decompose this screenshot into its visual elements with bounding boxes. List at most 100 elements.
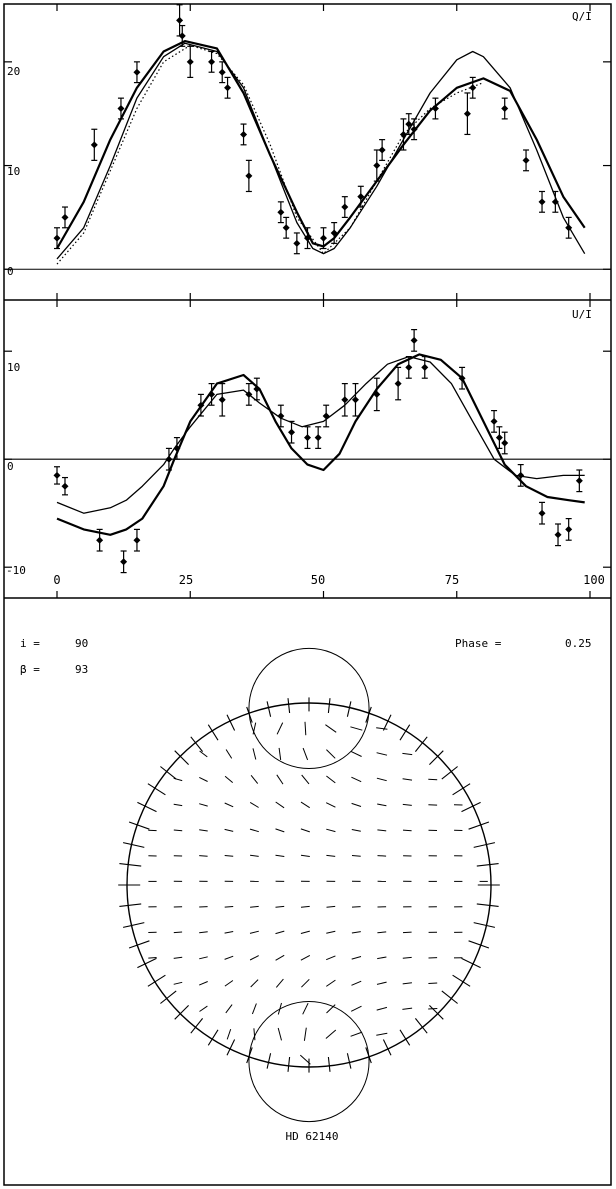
- ui-data-point-30: [554, 523, 562, 547]
- limb-vector-49: [429, 750, 444, 765]
- magnetic-pole-north: [248, 647, 370, 770]
- qi-data-point-32: [551, 190, 559, 213]
- polarization-vector-96: [275, 930, 285, 935]
- qi-data-point-12: [245, 159, 253, 193]
- qi-data-point-19: [341, 196, 349, 219]
- qi-data-point-28: [469, 76, 477, 99]
- qi-data-point-8: [208, 50, 216, 73]
- polarization-vector-14: [402, 752, 413, 756]
- ui-data-point-5: [165, 447, 173, 471]
- qi-data-point-10: [224, 76, 232, 99]
- polarization-vector-7: [225, 749, 233, 759]
- limb-vector-15: [287, 1056, 291, 1072]
- limb-vector-2: [473, 922, 496, 928]
- ui-marker-14: [304, 434, 312, 442]
- qi-series-2: [56, 44, 484, 265]
- ui-data-point-31: [565, 517, 573, 541]
- polarization-vector-129: [225, 1004, 233, 1014]
- polarization-vector-141: [303, 1027, 307, 1041]
- limb-vector-32: [137, 801, 157, 813]
- ui-data-point-28: [517, 464, 525, 487]
- limb-vector-17: [246, 1047, 253, 1064]
- qi-data-point-31: [538, 190, 546, 213]
- limb-vector-36: [190, 736, 204, 752]
- qi-data-point-21: [373, 149, 381, 182]
- ui-marker-10: [245, 390, 253, 398]
- polarization-vector-108: [249, 955, 259, 961]
- polarization-vector-20: [301, 774, 310, 785]
- limb-vector-24: [137, 957, 157, 969]
- limb-vector-51: [452, 783, 471, 796]
- qi-marker-3: [117, 105, 125, 113]
- qi-ytick-labels: 0 10 20: [7, 65, 20, 278]
- limb-vector-19: [207, 1029, 219, 1046]
- phase-label: Phase =: [455, 637, 502, 650]
- ui-marker-18: [351, 396, 359, 404]
- ui-xtick-100: 100: [583, 573, 605, 587]
- ui-data-point-22: [410, 329, 418, 352]
- polarization-vector-94: [224, 931, 234, 934]
- ui-data-point-18: [351, 383, 359, 417]
- polarization-vector-110: [300, 954, 311, 961]
- ui-ytick-0: 0: [7, 460, 14, 473]
- ui-data-point-11: [253, 377, 261, 401]
- limb-vector-30: [122, 842, 145, 848]
- limb-vector-38: [226, 714, 236, 731]
- qi-ytick-2: 20: [7, 65, 20, 78]
- ui-plot: [4, 300, 611, 598]
- qi-marker-27: [463, 110, 471, 118]
- qi-marker-28: [469, 84, 477, 92]
- ui-marker-2: [96, 536, 104, 544]
- polarization-vector-142: [325, 1029, 337, 1039]
- ui-xtick-75: 75: [445, 573, 459, 587]
- ui-data-point-19: [373, 377, 381, 412]
- qi-marker-12: [245, 172, 253, 180]
- polarization-vector-4: [350, 726, 363, 731]
- limb-vector-31: [128, 821, 150, 830]
- polarization-vector-21: [326, 775, 336, 784]
- ui-data-point-12: [277, 404, 285, 428]
- ui-marker-1: [61, 482, 69, 490]
- polarization-vector-30: [275, 801, 285, 809]
- polarization-vector-130: [251, 1003, 257, 1015]
- ui-marker-17: [341, 396, 349, 404]
- qi-marker-11: [240, 130, 248, 138]
- param-beta-label: β =: [20, 663, 40, 676]
- limb-vector-7: [429, 1005, 444, 1020]
- ui-data-point-15: [314, 426, 322, 449]
- polarization-vector-27: [199, 803, 208, 807]
- polarization-vector-23: [376, 777, 387, 782]
- limb-vector-48: [414, 736, 428, 752]
- polarization-vector-82: [250, 905, 259, 908]
- limb-vector-43: [327, 698, 331, 714]
- ui-marker-24: [458, 374, 466, 382]
- qi-data-point-2: [90, 128, 98, 161]
- polarization-vector-123: [326, 979, 336, 987]
- ui-data-point-13: [288, 420, 296, 444]
- polarization-vector-48: [402, 829, 412, 832]
- ui-marker-15: [314, 434, 322, 442]
- polarization-vector-9: [278, 747, 282, 761]
- ui-marker-6: [173, 444, 181, 452]
- qi-data-point-15: [293, 232, 301, 255]
- limb-vector-9: [399, 1029, 411, 1046]
- polarization-vector-55: [250, 854, 259, 857]
- polarization-vector-98: [326, 930, 336, 934]
- ui-xtick-25: 25: [179, 573, 193, 587]
- polarization-vector-32: [325, 802, 336, 808]
- qi-marker-9: [218, 68, 226, 76]
- qi-marker-4: [133, 68, 141, 76]
- polarization-vector-56: [275, 854, 285, 857]
- qi-marker-22: [378, 146, 386, 154]
- polarization-vector-59: [351, 855, 361, 857]
- qi-marker-19: [341, 203, 349, 211]
- limb-vector-39: [246, 706, 253, 723]
- limb-vector-34: [160, 766, 177, 780]
- polarization-vector-46: [351, 829, 361, 832]
- polarization-vector-120: [250, 979, 259, 988]
- qi-marker-1: [61, 213, 69, 221]
- polarization-vector-138: [226, 1028, 232, 1040]
- limb-vector-46: [382, 714, 392, 731]
- polarization-vector-25: [428, 778, 438, 781]
- limb-vector-10: [382, 1039, 392, 1056]
